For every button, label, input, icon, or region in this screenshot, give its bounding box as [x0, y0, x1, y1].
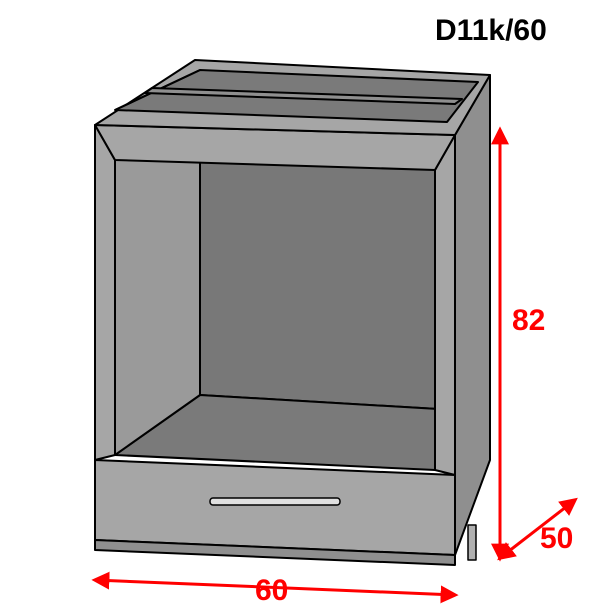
cabinet-body [95, 60, 490, 565]
dim-height-label: 82 [512, 304, 545, 337]
dim-width-label: 60 [255, 574, 288, 607]
drawer-handle [210, 498, 340, 505]
cabinet-leg [468, 525, 476, 560]
front-stile-left [95, 125, 115, 460]
side-panel-right [455, 75, 490, 555]
dim-depth-label: 50 [540, 522, 573, 555]
product-code: D11k/60 [435, 14, 547, 47]
front-stile-right [435, 135, 455, 475]
cabinet-dimension-diagram: D11k/60 82 50 60 [0, 0, 616, 609]
drawer-front [95, 460, 455, 555]
